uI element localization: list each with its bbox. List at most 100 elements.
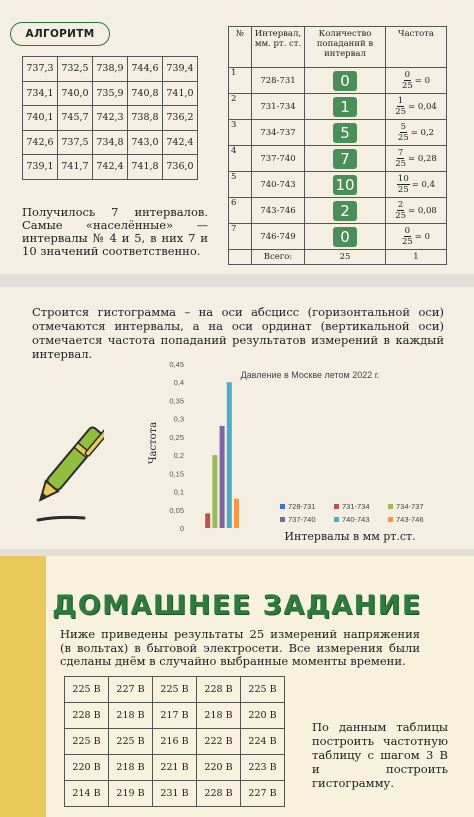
fraction-numerator: 1 xyxy=(396,96,405,107)
voltage-cell: 217 В xyxy=(152,702,197,729)
col-header-count: Количество попаданий в интервал xyxy=(304,26,386,68)
homework-task: По данным таблицы построить частотную та… xyxy=(312,720,448,790)
table-row: 4 737-740 7 7 25 = 0,28 xyxy=(228,145,447,172)
row-number: 1 xyxy=(228,67,252,94)
fraction-result: = 0,08 xyxy=(408,205,437,216)
intervals-note: Получилось 7 интервалов. Самые «населённ… xyxy=(22,205,208,258)
homework-text: Ниже приведены результаты 25 измерений н… xyxy=(60,627,420,668)
measurement-cell: 739,1 xyxy=(22,154,58,180)
table-row: 1 728-731 0 0 25 = 0 xyxy=(228,67,447,94)
measurement-cell: 740,0 xyxy=(57,80,93,106)
fraction-denominator: 25 xyxy=(401,237,413,247)
fraction-numerator: 5 xyxy=(399,122,408,133)
measurement-cell: 745,7 xyxy=(57,105,93,131)
row-count-cell: 10 xyxy=(304,171,386,198)
voltage-cell: 214 В xyxy=(64,780,109,807)
bar-740-743 xyxy=(226,382,232,528)
col-header-frequency: Частота xyxy=(385,26,447,68)
voltage-cell: 218 В xyxy=(196,702,241,729)
measurement-cell: 737,5 xyxy=(57,129,93,155)
table-row: 742,6 737,5 734,8 743,0 742,4 xyxy=(22,129,198,155)
measurement-cell: 736,2 xyxy=(162,105,198,131)
table-row: 5 740-743 10 10 25 = 0,4 xyxy=(228,171,447,198)
legend-label: 734-737 xyxy=(396,502,424,511)
row-number: 7 xyxy=(228,223,252,250)
row-interval: 731-734 xyxy=(251,93,305,120)
chart-title: Давление в Москве летом 2022 г. xyxy=(241,370,380,380)
row-number: 6 xyxy=(228,197,252,224)
count-badge: 0 xyxy=(333,226,357,247)
fraction-denominator: 25 xyxy=(397,133,409,143)
y-tick-label: 0,35 xyxy=(169,396,184,405)
fraction-numerator: 7 xyxy=(396,148,405,159)
table-row: 3 734-737 5 5 25 = 0,2 xyxy=(228,119,447,146)
table-row: 220 В 218 В 221 В 220 В 223 В xyxy=(64,754,285,781)
legend-swatch xyxy=(280,504,285,509)
fraction-result: = 0,04 xyxy=(408,101,437,112)
row-frequency: 1 25 = 0,04 xyxy=(385,93,447,120)
measurement-cell: 742,6 xyxy=(22,129,58,155)
frequency-table: № Интервал, мм. рт. ст. Количество попад… xyxy=(228,26,447,265)
row-count-cell: 2 xyxy=(304,197,386,224)
voltage-cell: 216 В xyxy=(152,728,197,755)
voltage-cell: 225 В xyxy=(240,676,285,703)
table-row: 6 743-746 2 2 25 = 0,08 xyxy=(228,197,447,224)
voltage-cell: 225 В xyxy=(64,728,109,755)
row-number: 2 xyxy=(228,93,252,120)
table-row: 739,1 741,7 742,4 741,8 736,0 xyxy=(22,154,198,180)
row-count-cell: 5 xyxy=(304,119,386,146)
bar-734-737 xyxy=(212,455,218,528)
row-frequency: 2 25 = 0,08 xyxy=(385,197,447,224)
measurement-cell: 739,4 xyxy=(162,56,198,82)
col-header-interval: Интервал, мм. рт. ст. xyxy=(251,26,305,68)
histogram-chart: Давление в Москве летом 2022 г. Частота … xyxy=(148,360,424,543)
voltage-cell: 218 В xyxy=(108,754,153,781)
legend-label: 731-734 xyxy=(342,502,370,511)
fraction-denominator: 25 xyxy=(401,81,413,91)
total-label: Всего: xyxy=(251,249,305,265)
chart-legend: 728-731 731-734 734-737 737-740 740-743 743-7… xyxy=(280,502,424,524)
row-number: 4 xyxy=(228,145,252,172)
measurement-cell: 732,5 xyxy=(57,56,93,82)
count-badge: 0 xyxy=(333,70,357,91)
voltage-cell: 227 В xyxy=(108,676,153,703)
row-interval: 743-746 xyxy=(251,197,305,224)
y-tick-label: 0,4 xyxy=(174,378,184,387)
voltage-cell: 220 В xyxy=(64,754,109,781)
measurement-cell: 737,3 xyxy=(22,56,58,82)
total-count: 25 xyxy=(304,249,386,265)
count-badge: 5 xyxy=(333,122,357,143)
row-frequency: 5 25 = 0,2 xyxy=(385,119,447,146)
legend-label: 740-743 xyxy=(342,515,370,524)
voltage-cell: 221 В xyxy=(152,754,197,781)
count-badge: 7 xyxy=(333,148,357,169)
table-row: 734,1 740,0 735,9 740,8 741,0 xyxy=(22,80,198,106)
fraction-numerator: 0 xyxy=(403,226,412,237)
row-interval: 746-749 xyxy=(251,223,305,250)
measurement-cell: 744,6 xyxy=(127,56,163,82)
voltage-cell: 220 В xyxy=(196,754,241,781)
y-tick-label: 0,1 xyxy=(174,488,184,497)
col-header-number: № xyxy=(228,26,252,68)
legend-swatch xyxy=(334,504,339,509)
bar-743-746 xyxy=(234,498,239,528)
voltage-cell: 228 В xyxy=(64,702,109,729)
voltage-table: 225 В 227 В 225 В 228 В 225 В 228 В 218 В 217 В… xyxy=(64,676,285,807)
row-interval: 737-740 xyxy=(251,145,305,172)
y-tick-label: 0,3 xyxy=(174,415,184,424)
measurements-table: 737,3 732,5 738,9 744,6 739,4 734,1 740,0 735,9… xyxy=(22,56,198,180)
legend-swatch xyxy=(334,517,339,522)
row-count-cell: 0 xyxy=(304,67,386,94)
voltage-cell: 223 В xyxy=(240,754,285,781)
voltage-cell: 220 В xyxy=(240,702,285,729)
voltage-cell: 228 В xyxy=(196,780,241,807)
y-tick-label: 0,25 xyxy=(169,433,184,442)
measurement-cell: 742,4 xyxy=(162,129,198,155)
measurement-cell: 740,1 xyxy=(22,105,58,131)
measurement-cell: 743,0 xyxy=(127,129,163,155)
fraction-numerator: 10 xyxy=(396,174,410,185)
legend-label: 728-731 xyxy=(288,502,316,511)
chart-x-axis-label: Интервалы в мм рт.ст. xyxy=(284,530,415,543)
measurement-cell: 742,4 xyxy=(92,154,128,180)
total-frequency: 1 xyxy=(385,249,447,265)
